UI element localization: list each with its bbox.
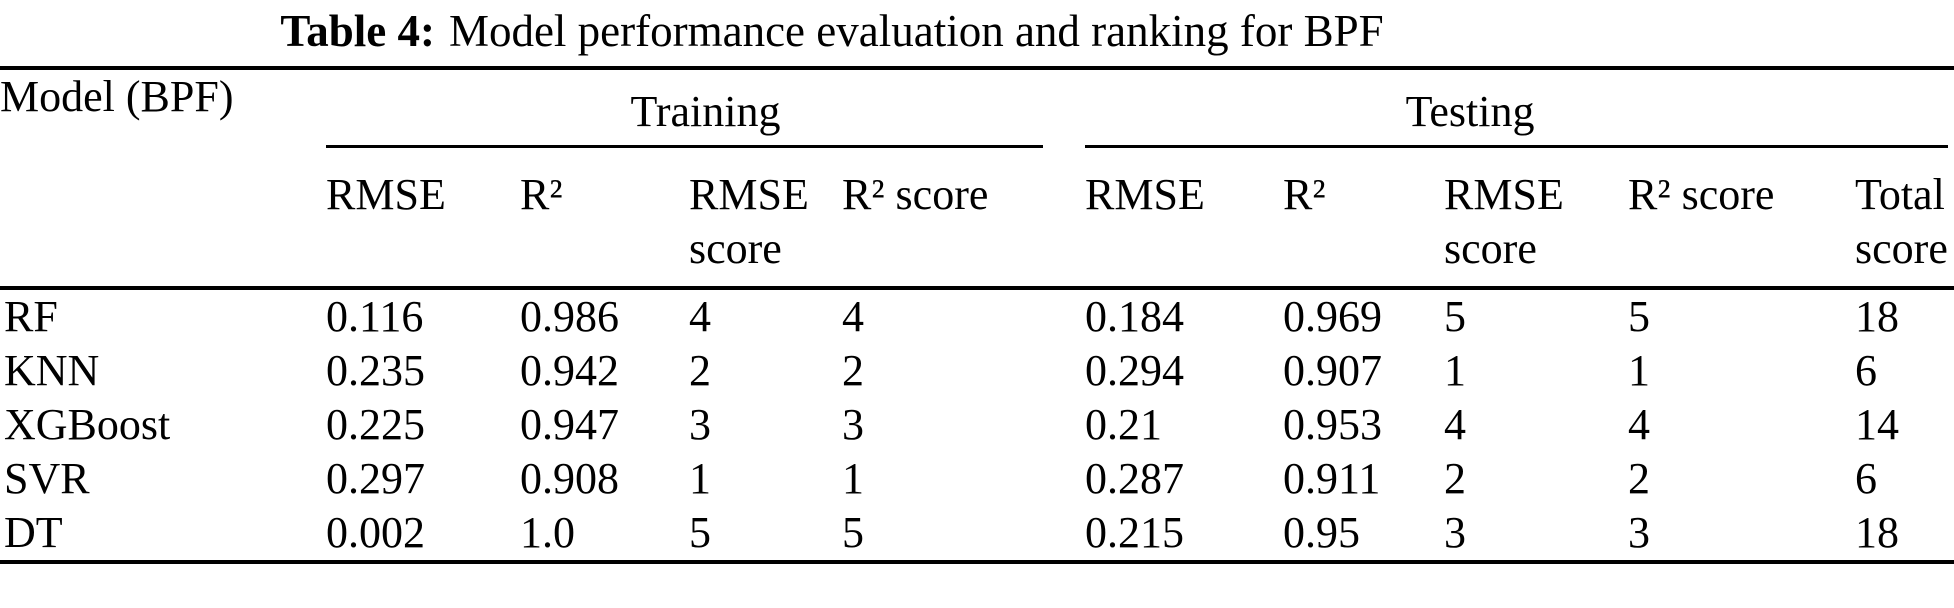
column-header-train-rmse: RMSE bbox=[326, 148, 520, 290]
cell-train-rmse-score: 5 bbox=[689, 508, 711, 557]
cell-train-rmse: 0.235 bbox=[326, 346, 425, 395]
cell-test-rmse-score: 1 bbox=[1444, 346, 1467, 395]
column-header-train-r2: R² bbox=[520, 148, 689, 290]
cell-test-rmse: 0.21 bbox=[1085, 400, 1163, 449]
cell-train-rmse: 0.297 bbox=[326, 454, 425, 503]
group-header-testing-cell: Testing bbox=[1085, 68, 1954, 148]
table-row-xgboost: XGBoost 0.225 0.947 3 3 0.21 0.953 4 4 1… bbox=[0, 398, 1954, 452]
model-name: XGBoost bbox=[4, 400, 171, 449]
cell-test-rmse-score: 2 bbox=[1444, 454, 1467, 503]
cell-total-score: 14 bbox=[1855, 400, 1900, 449]
cell-train-r2-score: 1 bbox=[842, 454, 864, 503]
cell-train-r2: 0.947 bbox=[520, 400, 619, 449]
group-header-training: Training bbox=[630, 87, 781, 136]
cell-test-rmse-score: 5 bbox=[1444, 292, 1467, 341]
cell-test-rmse: 0.184 bbox=[1085, 292, 1185, 341]
table-caption: Table 4: Model performance evaluation and… bbox=[0, 0, 1664, 58]
column-header-train-rmse-score: RMSE score bbox=[689, 148, 842, 290]
group-header-training-cell: Training bbox=[326, 68, 1085, 148]
column-header-train-r2-score: R² score bbox=[842, 148, 1086, 290]
cell-test-r2: 0.969 bbox=[1283, 292, 1383, 341]
cell-train-r2-score: 5 bbox=[842, 508, 864, 557]
cell-total-score: 18 bbox=[1855, 508, 1900, 557]
cell-train-rmse-score: 1 bbox=[689, 454, 711, 503]
table-caption-number: Table 4: bbox=[280, 6, 435, 56]
cell-train-rmse-score: 3 bbox=[689, 400, 711, 449]
column-header-test-rmse: RMSE bbox=[1085, 148, 1284, 290]
model-name: RF bbox=[4, 292, 58, 341]
cell-test-r2: 0.911 bbox=[1283, 454, 1381, 503]
group-header-row: Model (BPF) Training Testing bbox=[0, 68, 1954, 290]
cell-train-rmse: 0.225 bbox=[326, 400, 425, 449]
cell-test-r2-score: 5 bbox=[1628, 292, 1651, 341]
training-cmidrule bbox=[326, 145, 1044, 148]
cell-total-score: 18 bbox=[1855, 292, 1900, 341]
cell-test-r2: 0.907 bbox=[1283, 346, 1383, 395]
cell-test-rmse-score: 3 bbox=[1444, 508, 1467, 557]
cell-train-r2: 0.986 bbox=[520, 292, 619, 341]
cell-test-rmse: 0.287 bbox=[1085, 454, 1185, 503]
column-header-test-rmse-score: RMSE score bbox=[1444, 148, 1629, 290]
cell-test-r2: 0.95 bbox=[1283, 508, 1361, 557]
column-header-model: Model (BPF) bbox=[0, 68, 326, 290]
cell-train-r2-score: 3 bbox=[842, 400, 864, 449]
table-caption-text: Model performance evaluation and ranking… bbox=[448, 6, 1384, 56]
model-name: KNN bbox=[4, 346, 100, 395]
model-name: SVR bbox=[4, 454, 90, 503]
cell-test-r2-score: 4 bbox=[1628, 400, 1651, 449]
cell-total-score: 6 bbox=[1855, 454, 1878, 503]
cell-train-r2: 0.908 bbox=[520, 454, 619, 503]
cell-train-r2-score: 2 bbox=[842, 346, 864, 395]
cell-train-rmse-score: 4 bbox=[689, 292, 711, 341]
cell-train-r2-score: 4 bbox=[842, 292, 864, 341]
table-row-knn: KNN 0.235 0.942 2 2 0.294 0.907 1 1 6 bbox=[0, 344, 1954, 398]
cell-train-rmse: 0.116 bbox=[326, 292, 424, 341]
cell-test-rmse: 0.294 bbox=[1085, 346, 1185, 395]
cell-test-r2: 0.953 bbox=[1283, 400, 1383, 449]
cell-train-rmse: 0.002 bbox=[326, 508, 425, 557]
cell-test-rmse: 0.215 bbox=[1085, 508, 1185, 557]
model-name: DT bbox=[4, 508, 63, 557]
results-table: Model (BPF) Training Testing RMSE R² RMS… bbox=[0, 66, 1954, 564]
group-header-testing: Testing bbox=[1405, 87, 1535, 136]
column-header-test-r2: R² bbox=[1283, 148, 1445, 290]
table-row-svr: SVR 0.297 0.908 1 1 0.287 0.911 2 2 6 bbox=[0, 452, 1954, 506]
testing-cmidrule bbox=[1085, 145, 1949, 148]
cell-train-r2: 0.942 bbox=[520, 346, 619, 395]
cell-test-r2-score: 2 bbox=[1628, 454, 1651, 503]
cell-train-rmse-score: 2 bbox=[689, 346, 711, 395]
cell-total-score: 6 bbox=[1855, 346, 1878, 395]
cell-train-r2: 1.0 bbox=[520, 508, 575, 557]
column-header-total-score: Total score bbox=[1855, 148, 1954, 290]
column-header-test-r2-score: R² score bbox=[1628, 148, 1856, 290]
cell-test-rmse-score: 4 bbox=[1444, 400, 1467, 449]
cell-test-r2-score: 1 bbox=[1628, 346, 1651, 395]
table-row-dt: DT 0.002 1.0 5 5 0.215 0.95 3 3 18 bbox=[0, 506, 1954, 562]
table-row-rf: RF 0.116 0.986 4 4 0.184 0.969 5 5 18 bbox=[0, 288, 1954, 344]
cell-test-r2-score: 3 bbox=[1628, 508, 1651, 557]
sub-header-row: RMSE R² RMSE score R² score RMSE R² RMSE… bbox=[0, 148, 1954, 290]
